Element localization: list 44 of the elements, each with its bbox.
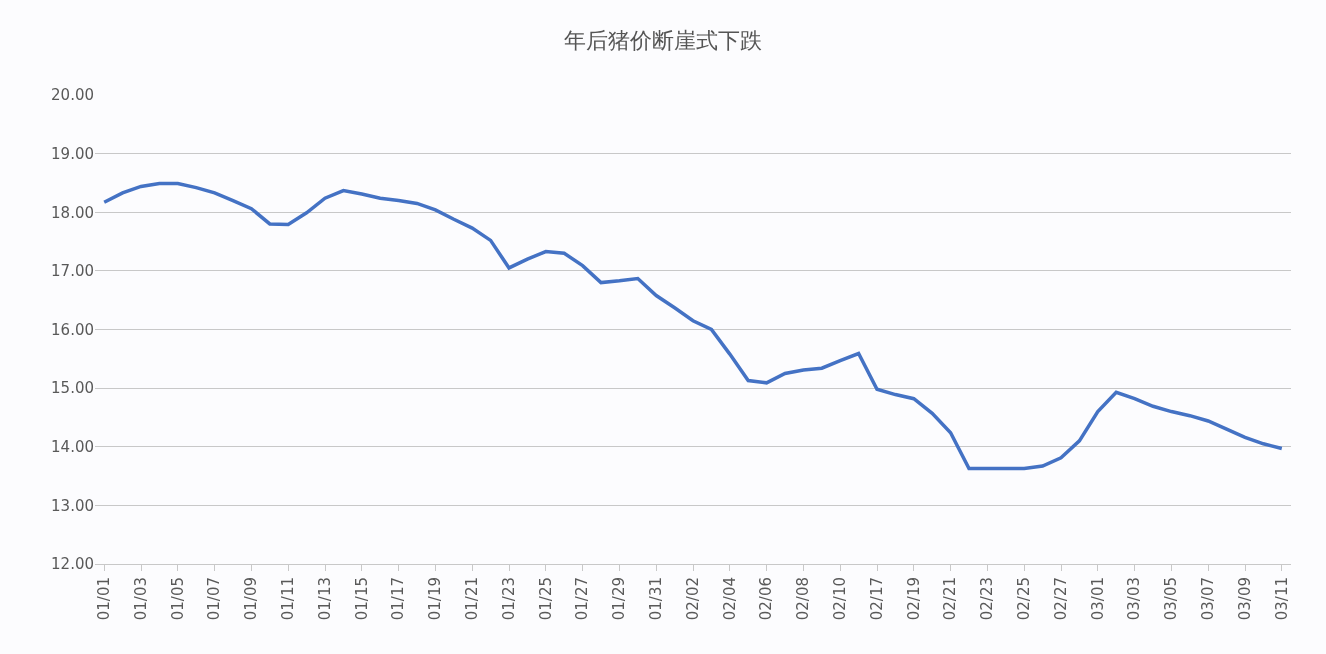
x-tick-label: 03/03	[1125, 577, 1144, 621]
x-tick-label: 02/19	[904, 577, 923, 621]
x-tick-label: 03/01	[1088, 577, 1107, 621]
y-tick-label: 16.00	[51, 320, 94, 339]
x-tick-label: 01/11	[279, 577, 298, 621]
x-tick-label: 01/31	[647, 577, 666, 621]
y-tick-label: 19.00	[51, 144, 94, 163]
x-tick-label: 01/09	[242, 577, 261, 621]
x-tick-label: 02/25	[1015, 577, 1034, 621]
x-tick-label: 02/17	[867, 577, 886, 621]
chart-title: 年后猪价断崖式下跌	[564, 28, 762, 54]
y-tick-label: 18.00	[51, 203, 94, 222]
x-tick-label: 01/03	[131, 577, 150, 621]
x-tick-label: 01/07	[205, 577, 224, 621]
x-tick-label: 02/23	[978, 577, 997, 621]
x-tick-label: 01/23	[499, 577, 518, 621]
x-tick-label: 02/21	[941, 577, 960, 621]
x-tick-label: 01/01	[95, 577, 114, 621]
y-tick-label: 12.00	[51, 555, 94, 574]
x-tick-label: 01/29	[610, 577, 629, 621]
x-tick-label: 01/15	[352, 577, 371, 621]
x-tick-label: 01/25	[536, 577, 555, 621]
x-tick-label: 02/04	[720, 577, 739, 621]
x-tick-label: 01/27	[573, 577, 592, 621]
y-tick-label: 15.00	[51, 379, 94, 398]
y-tick-label: 13.00	[51, 496, 94, 515]
y-tick-label: 20.00	[51, 86, 94, 105]
y-tick-label: 17.00	[51, 262, 94, 281]
x-tick-label: 03/07	[1199, 577, 1218, 621]
x-tick-label: 03/11	[1272, 577, 1291, 621]
x-tick-label: 02/06	[757, 577, 776, 621]
x-tick-label: 01/19	[426, 577, 445, 621]
x-tick-label: 02/27	[1051, 577, 1070, 621]
x-tick-label: 02/10	[831, 577, 850, 621]
x-tick-label: 01/13	[315, 577, 334, 621]
y-tick-label: 14.00	[51, 438, 94, 456]
x-tick-label: 03/09	[1235, 577, 1254, 621]
x-tick-label: 03/05	[1162, 577, 1181, 621]
line-series	[102, 181, 1284, 471]
x-tick-label: 02/08	[794, 577, 813, 621]
x-tick-label: 01/21	[463, 577, 482, 621]
x-tick-label: 01/05	[168, 577, 187, 621]
x-tick-label: 02/02	[683, 577, 702, 621]
x-tick-label: 01/17	[389, 577, 408, 621]
